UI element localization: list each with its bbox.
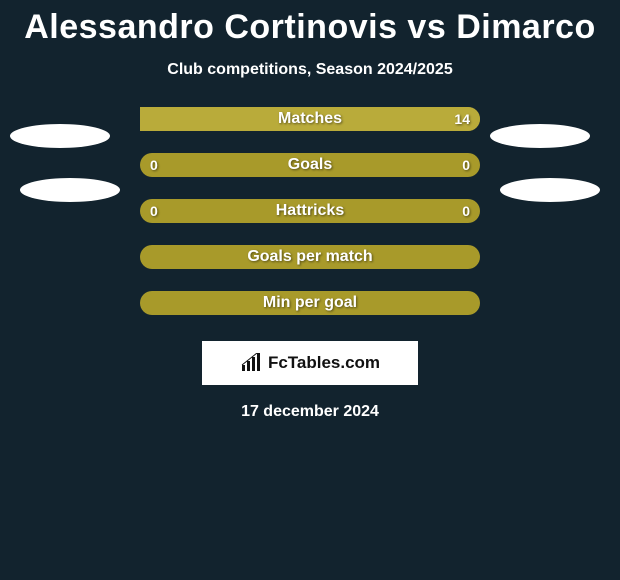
stat-pill: Hattricks 0 0 [140,199,480,223]
stat-row: Hattricks 0 0 [0,199,620,223]
stat-value-right: 14 [454,107,470,131]
page-title: Alessandro Cortinovis vs Dimarco [24,8,596,47]
stat-label: Matches [278,110,342,128]
stat-pill: Goals per match [140,245,480,269]
stat-label: Min per goal [263,294,357,312]
decor-ellipse [10,124,110,148]
stat-label: Goals [288,156,332,174]
source-logo: FcTables.com [202,341,418,385]
stat-label: Goals per match [247,248,372,266]
stat-value-left: 0 [150,199,158,223]
decor-ellipse [500,178,600,202]
stat-value-right: 0 [462,199,470,223]
stat-value-left: 0 [150,153,158,177]
stat-row: Goals per match [0,245,620,269]
source-logo-text: FcTables.com [268,353,380,373]
stat-pill: Min per goal [140,291,480,315]
stat-label: Hattricks [276,202,344,220]
decor-ellipse [490,124,590,148]
stat-value-right: 0 [462,153,470,177]
page-subtitle: Club competitions, Season 2024/2025 [167,61,452,79]
stat-row: Goals 0 0 [0,153,620,177]
stat-row: Min per goal [0,291,620,315]
decor-ellipse [20,178,120,202]
comparison-card: Alessandro Cortinovis vs Dimarco Club co… [0,0,620,421]
stat-pill: Matches 14 [140,107,480,131]
date-label: 17 december 2024 [241,403,379,421]
stat-pill: Goals 0 0 [140,153,480,177]
bar-chart-icon [240,353,262,373]
